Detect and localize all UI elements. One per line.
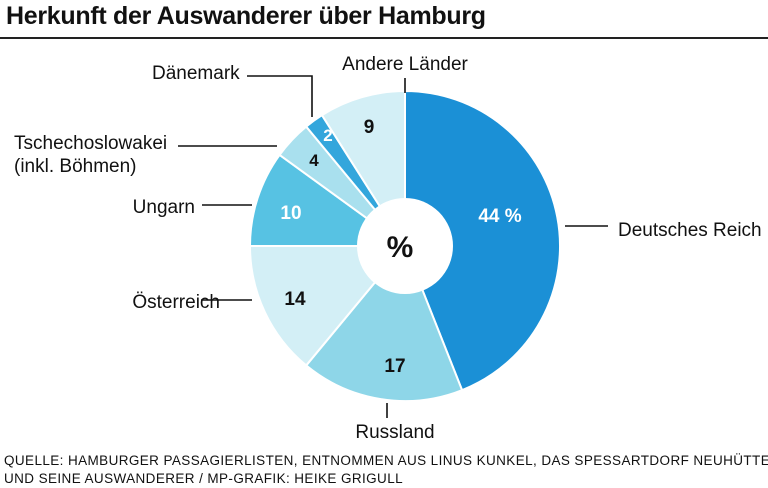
slice-category-label: Andere Länder xyxy=(342,54,468,75)
slice-value-label: 4 xyxy=(309,151,319,170)
slice-category-label: Dänemark xyxy=(152,63,240,84)
slice-value-label: 44 % xyxy=(478,206,521,227)
chart-title: Herkunft der Auswanderer über Hamburg xyxy=(6,2,486,30)
center-label: % xyxy=(387,231,414,264)
slice-category-label: Deutsches Reich xyxy=(618,220,762,241)
slice-value-label: 14 xyxy=(284,289,306,310)
source-line: UND SEINE AUSWANDERER / MP-GRAFIK: HEIKE… xyxy=(4,471,404,486)
title-rule xyxy=(0,37,768,39)
source-line: QUELLE: HAMBURGER PASSAGIERLISTEN, ENTNO… xyxy=(4,453,768,468)
leader-line xyxy=(247,75,313,117)
slice-value-label: 10 xyxy=(280,203,301,224)
slice-category-label: Ungarn xyxy=(133,197,195,218)
pie-slice xyxy=(404,89,562,392)
slice-category-label: Österreich xyxy=(132,292,220,313)
center-hole xyxy=(357,198,453,294)
slice-category-label: Tschechoslowakei (inkl. Böhmen) xyxy=(14,133,167,177)
source-note: QUELLE: HAMBURGER PASSAGIERLISTEN, ENTNO… xyxy=(4,452,768,488)
slice-category-label: Russland xyxy=(355,422,434,443)
slice-value-label: 9 xyxy=(364,117,375,138)
pie-slice xyxy=(248,245,408,367)
slice-value-label: 17 xyxy=(384,356,405,377)
slice-value-label: 2 xyxy=(323,126,332,145)
pie-slice xyxy=(304,244,464,402)
